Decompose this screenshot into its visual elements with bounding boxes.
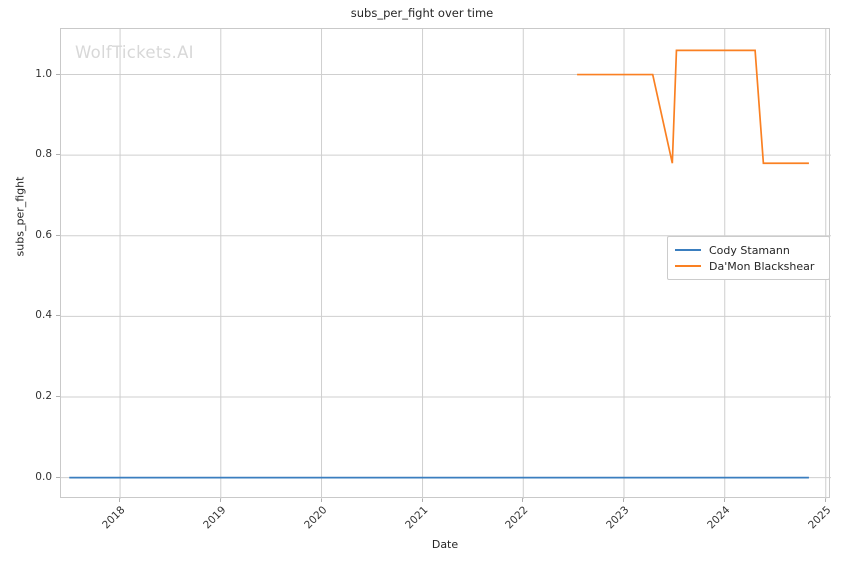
y-tick-mark xyxy=(56,315,60,317)
chart-title: subs_per_fight over time xyxy=(350,6,494,20)
plot-area: WolfTickets.AI xyxy=(60,28,831,499)
grid-lines xyxy=(61,29,831,499)
x-tick-mark xyxy=(522,498,524,502)
chart-legend[interactable]: Cody Stamann Da'Mon Blackshear xyxy=(667,236,830,280)
y-tick-mark xyxy=(56,476,60,478)
y-tick-mark xyxy=(56,396,60,398)
y-tick-label: 0.0 xyxy=(35,470,52,483)
legend-label-cody-stamann: Cody Stamann xyxy=(709,243,790,257)
y-tick-mark xyxy=(56,73,60,75)
legend-swatch-damon-blackshear xyxy=(675,265,701,267)
y-tick-label: 0.2 xyxy=(35,390,52,403)
y-tick-mark xyxy=(56,234,60,236)
y-tick-label: 0.6 xyxy=(35,228,52,241)
y-axis-label: subs_per_fight xyxy=(13,176,27,257)
legend-item-cody-stamann[interactable]: Cody Stamann xyxy=(675,242,822,258)
y-tick-mark xyxy=(56,154,60,156)
y-tick-label: 1.0 xyxy=(35,67,52,80)
x-tick-mark xyxy=(824,498,826,502)
x-axis-label: Date xyxy=(431,538,459,551)
x-tick-mark xyxy=(723,498,725,502)
x-tick-mark xyxy=(119,498,121,502)
x-tick-mark xyxy=(421,498,423,502)
y-tick-label: 0.8 xyxy=(35,148,52,161)
legend-item-damon-blackshear[interactable]: Da'Mon Blackshear xyxy=(675,258,822,274)
legend-swatch-cody-stamann xyxy=(675,249,701,251)
y-tick-label: 0.4 xyxy=(35,309,52,322)
legend-label-damon-blackshear: Da'Mon Blackshear xyxy=(709,259,815,273)
data-series-lines xyxy=(69,49,809,479)
x-tick-mark xyxy=(320,498,322,502)
x-tick-mark xyxy=(219,498,221,502)
x-tick-mark xyxy=(623,498,624,502)
